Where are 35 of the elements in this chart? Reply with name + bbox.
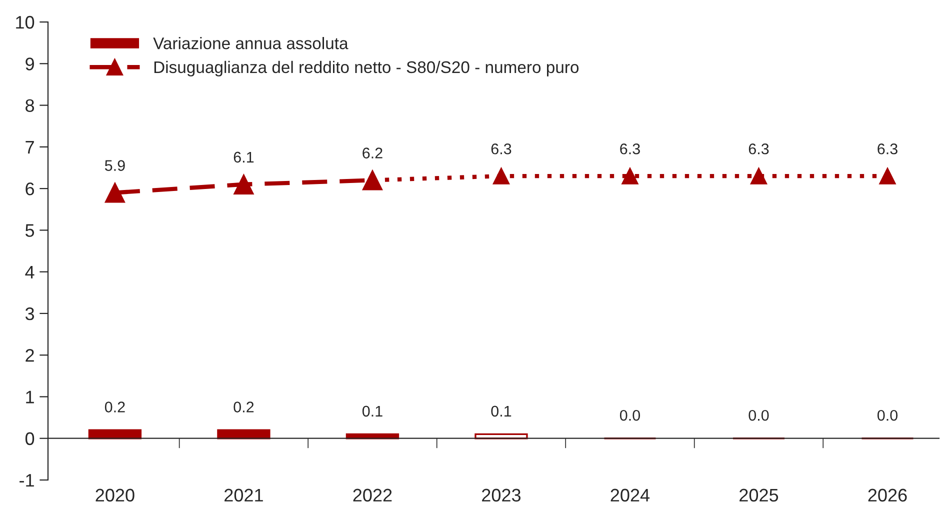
- x-tick-label: 2024: [610, 488, 650, 502]
- x-tick-label: 2021: [224, 488, 263, 502]
- data-label: 0.1: [491, 406, 512, 417]
- y-tick-label: 7: [26, 141, 34, 154]
- data-label: 0.2: [104, 402, 125, 412]
- y-tick-label: -1: [20, 474, 34, 487]
- data-label: 6.1: [234, 152, 254, 163]
- y-tick-label: 10: [16, 16, 34, 29]
- data-label: 0.0: [620, 410, 640, 421]
- legend-label: Variazione annua assoluta: [153, 37, 348, 50]
- data-label: 6.3: [620, 143, 640, 154]
- data-label: 6.3: [491, 143, 512, 154]
- x-tick-label: 2022: [353, 488, 392, 502]
- x-tick-label: 2026: [868, 488, 907, 502]
- y-tick-label: 4: [25, 266, 34, 278]
- data-label: 0.0: [748, 410, 769, 421]
- data-label: 6.3: [878, 143, 898, 154]
- data-label: 6.3: [748, 143, 769, 154]
- y-tick-label: 9: [26, 58, 34, 70]
- y-tick-label: 0: [25, 432, 34, 446]
- legend-label: Disuguaglianza del reddito netto - S80/S20 - numero puro: [154, 60, 579, 76]
- data-label: 0.2: [234, 402, 254, 412]
- data-label: 6.2: [362, 148, 382, 158]
- y-tick-label: 2: [26, 349, 34, 362]
- y-tick-label: 1: [26, 390, 34, 404]
- data-label: 5.9: [104, 160, 125, 171]
- y-tick-label: 3: [25, 307, 34, 320]
- data-label: 0.1: [362, 406, 382, 417]
- data-label: 0.0: [877, 410, 898, 421]
- y-tick-label: 6: [26, 182, 34, 196]
- x-tick-label: 2025: [740, 488, 778, 502]
- x-tick-label: 2020: [96, 488, 134, 502]
- x-tick-label: 2023: [482, 488, 521, 502]
- y-tick-label: 8: [26, 99, 34, 112]
- y-tick-label: 5: [25, 224, 34, 237]
